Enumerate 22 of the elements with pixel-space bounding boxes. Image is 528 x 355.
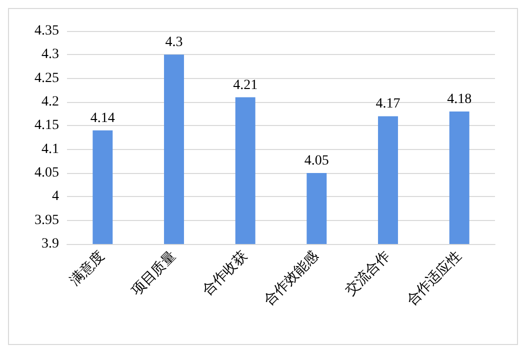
x-tick-label: 满意度 [66, 248, 108, 289]
x-tick-label: 交流合作 [342, 248, 394, 299]
data-label: 4.3 [165, 35, 183, 50]
y-tick-label: 4.15 [34, 118, 59, 134]
y-tick-label: 4.2 [42, 94, 59, 110]
data-label: 4.17 [376, 96, 400, 112]
y-tick-label: 4.1 [42, 142, 59, 157]
data-label: 4.05 [304, 154, 329, 168]
x-tick-label: 合作适应性 [404, 248, 465, 309]
y-tick-label: 4.35 [34, 24, 59, 38]
y-tick-label: 4.3 [42, 47, 59, 62]
x-tick-label: 合作效能感 [261, 248, 322, 309]
x-tick-label: 项目质量 [128, 248, 180, 299]
data-label: 4.21 [233, 78, 258, 93]
y-tick-label: 3.95 [34, 212, 59, 228]
y-tick-label: 3.9 [42, 236, 59, 252]
data-label: 4.14 [90, 110, 115, 126]
y-tick-label: 4 [52, 189, 59, 204]
data-label: 4.18 [447, 92, 472, 107]
y-tick-label: 4.25 [34, 70, 59, 86]
y-tick-label: 4.05 [34, 166, 59, 180]
x-tick-label: 合作收获 [200, 248, 251, 299]
